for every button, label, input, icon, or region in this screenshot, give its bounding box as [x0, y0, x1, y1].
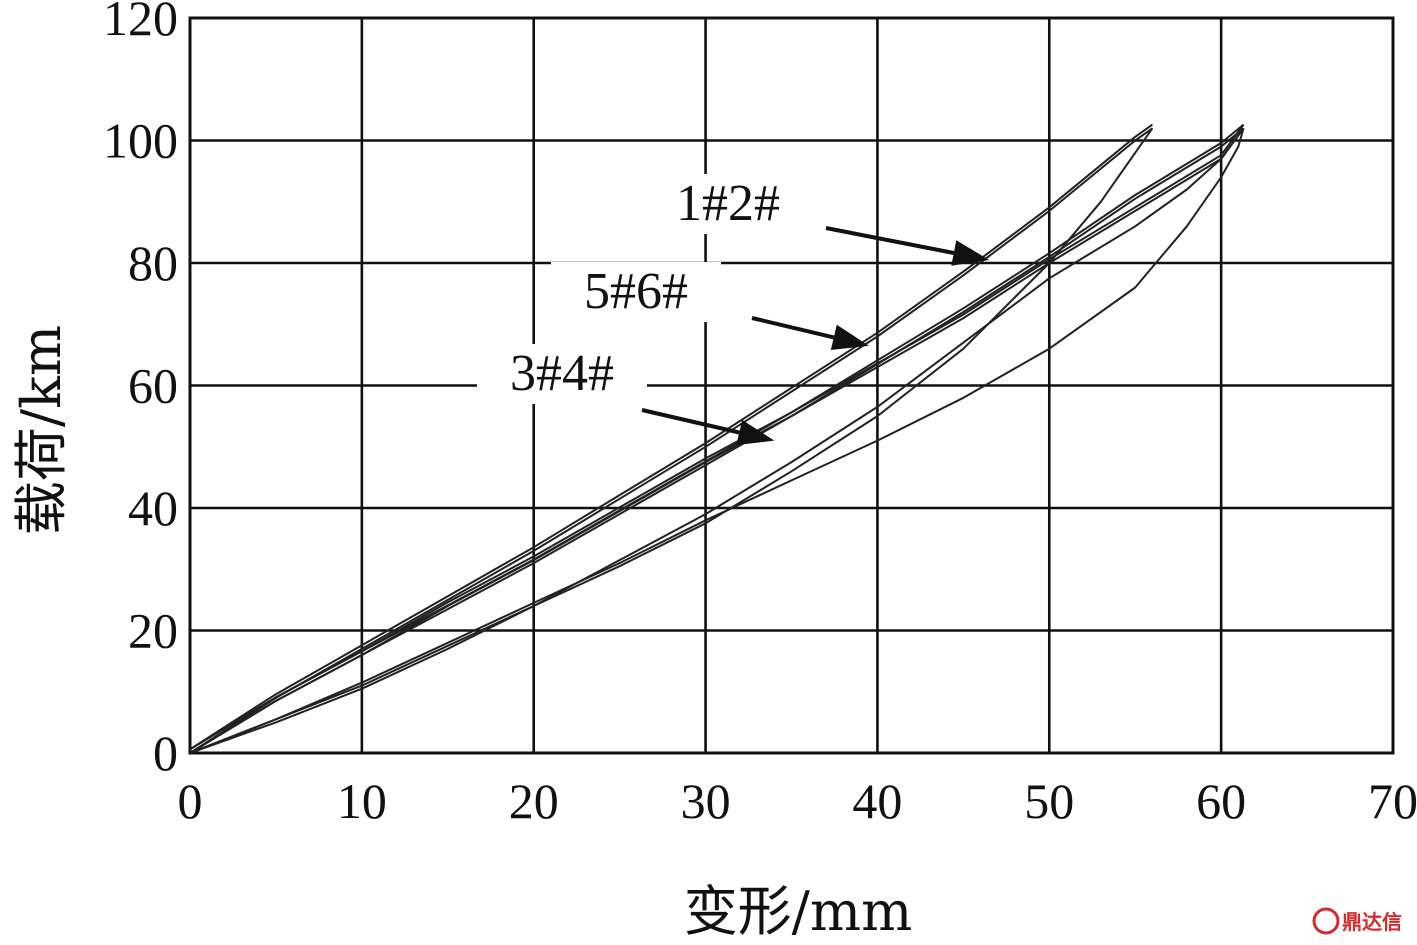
series-1-unloading-line [189, 127, 1154, 754]
y-tick-label: 80 [128, 235, 178, 291]
annotation-arrow-line [641, 408, 740, 435]
annotation-arrow-line [825, 226, 955, 255]
x-tick-label: 60 [1196, 773, 1246, 829]
x-tick-label: 50 [1024, 773, 1074, 829]
plot-frame [188, 16, 1395, 755]
annotation-arrow-line [751, 316, 835, 340]
y-tick-label: 120 [103, 0, 178, 46]
watermark-text: 鼎达信 [1342, 910, 1402, 934]
y-tick-label: 100 [103, 113, 178, 169]
tick-labels: 0 10 20 30 40 50 60 70 0 20 40 60 80 100 120 [103, 0, 1417, 829]
x-tick-label: 30 [681, 773, 731, 829]
x-axis-label: 变形/mm [684, 880, 913, 943]
watermark-logo-icon [1312, 907, 1340, 935]
series-1-loading-trace [189, 123, 1153, 751]
grid-lines [188, 16, 1395, 755]
series-2-unloading-line [189, 127, 1245, 754]
y-tick-label: 60 [128, 358, 178, 414]
annotation-label: 5#6# [584, 263, 688, 320]
annotation-label: 1#2# [676, 175, 780, 232]
annotation-background [477, 344, 647, 404]
y-tick-label: 40 [128, 480, 178, 536]
y-axis-label: 载荷/km [10, 325, 73, 535]
x-tick-label: 40 [852, 773, 902, 829]
annotation-background [551, 262, 721, 322]
x-tick-label: 10 [337, 773, 387, 829]
annotation-background [643, 174, 813, 234]
annotation-arrow-head-icon [736, 419, 775, 446]
annotation-arrow-head-icon [951, 240, 990, 266]
x-tick-label: 20 [509, 773, 559, 829]
x-tick-label: 0 [178, 773, 203, 829]
x-tick-label: 70 [1368, 773, 1417, 829]
annotation-arrow-head-icon [830, 324, 869, 351]
y-tick-label: 0 [153, 725, 178, 781]
watermark: 鼎达信 [1312, 907, 1402, 935]
annotation-label: 3#4# [510, 345, 614, 402]
series-3-unloading-line [189, 128, 1245, 754]
annotations: 1#2# 5#6# 3#4# [477, 174, 990, 446]
y-tick-label: 20 [128, 603, 178, 659]
series-1-loading-line [189, 127, 1153, 754]
